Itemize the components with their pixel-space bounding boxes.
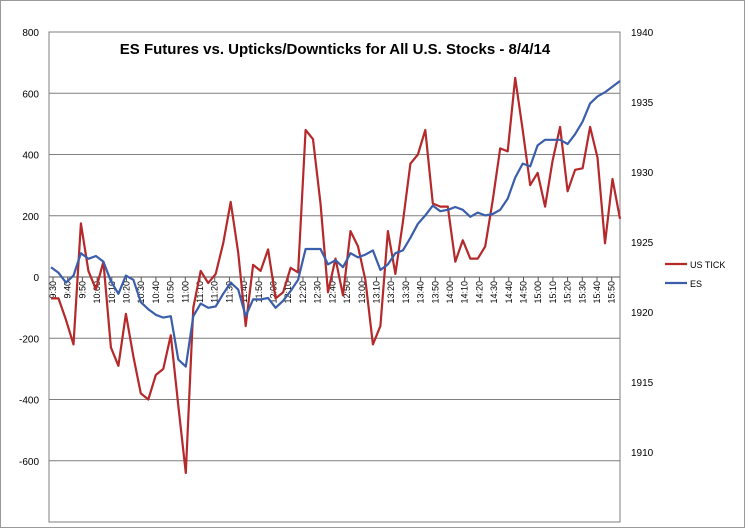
x-tick-label: 14:10 [460, 281, 470, 304]
x-tick-label: 13:40 [416, 281, 426, 304]
y-right-tick-label: 1930 [631, 168, 654, 179]
x-tick-label: 11:50 [254, 281, 264, 303]
x-tick-label: 11:40 [239, 281, 249, 303]
x-tick-label: 11:20 [210, 281, 220, 303]
x-tick-label: 15:30 [577, 281, 587, 304]
x-tick-label: 10:30 [136, 281, 146, 304]
es-series-line [50, 80, 621, 368]
y-right-tick-label: 1940 [631, 28, 654, 39]
x-tick-label: 11:30 [224, 281, 234, 303]
x-tick-label: 15:00 [533, 281, 543, 304]
y-left-tick-label: -600 [19, 457, 39, 468]
chart-title: ES Futures vs. Upticks/Downticks for All… [120, 41, 551, 58]
x-tick-label: 13:30 [401, 281, 411, 304]
x-tick-label: 13:20 [386, 281, 396, 304]
x-tick-label: 12:40 [327, 281, 337, 304]
ustick-series-line [51, 76, 622, 475]
x-tick-label: 15:10 [548, 281, 558, 304]
x-tick-label: 12:30 [313, 281, 323, 304]
y-right-tick-label: 1925 [631, 238, 654, 249]
y-left-tick-label: -400 [19, 396, 39, 407]
x-tick-label: 9:40 [63, 281, 73, 299]
x-axis: 9:30 9:40 9:50 10:00 10:10 10:20 10:30 10:40 10:… [48, 277, 617, 304]
y-axis-left: 800 600 400 200 0 -200 -400 -600 [19, 28, 39, 468]
y-left-tick-label: 400 [22, 151, 39, 162]
x-tick-label: 14:50 [518, 281, 528, 304]
x-tick-label: 13:10 [371, 281, 381, 304]
y-right-tick-label: 1935 [631, 98, 654, 109]
y-left-tick-label: 0 [33, 273, 39, 284]
x-tick-label: 15:50 [607, 281, 617, 304]
x-tick-label: 12:20 [298, 281, 308, 304]
x-tick-label: 13:50 [430, 281, 440, 304]
y-right-tick-label: 1915 [631, 378, 654, 389]
x-tick-label: 11:00 [180, 281, 190, 303]
x-tick-label: 14:40 [504, 281, 514, 304]
x-tick-label: 13:00 [357, 281, 367, 304]
y-left-tick-label: 800 [22, 28, 39, 39]
y-left-tick-label: 200 [22, 212, 39, 223]
x-tick-label: 10:10 [107, 281, 117, 304]
x-tick-label: 14:20 [474, 281, 484, 304]
y-right-tick-label: 1910 [631, 448, 654, 459]
y-right-tick-label: 1920 [631, 308, 654, 319]
x-tick-label: 12:10 [283, 281, 293, 304]
x-tick-label: 9:50 [77, 281, 87, 299]
x-tick-label: 9:30 [48, 281, 58, 299]
x-tick-label: 10:20 [122, 281, 132, 304]
x-tick-label: 12:00 [269, 281, 279, 304]
x-tick-label: 12:50 [342, 281, 352, 304]
y-left-tick-label: -200 [19, 334, 39, 345]
x-tick-label: 10:50 [166, 281, 176, 304]
series-lines [50, 76, 622, 475]
x-tick-label: 15:20 [563, 281, 573, 304]
x-tick-label: 14:00 [445, 281, 455, 304]
x-tick-label: 15:40 [592, 281, 602, 304]
x-tick-label: 11:10 [195, 281, 205, 303]
y-left-tick-label: 600 [22, 89, 39, 100]
legend-label: US TICK [690, 260, 725, 270]
gridlines [49, 92, 620, 462]
x-tick-label: 14:30 [489, 281, 499, 304]
y-axis-right: 1940 1935 1930 1925 1920 1915 1910 [631, 28, 654, 459]
legend-label: ES [690, 279, 702, 289]
legend: US TICK ES [665, 260, 725, 289]
x-tick-label: 10:00 [92, 281, 102, 304]
x-tick-label: 10:40 [151, 281, 161, 304]
